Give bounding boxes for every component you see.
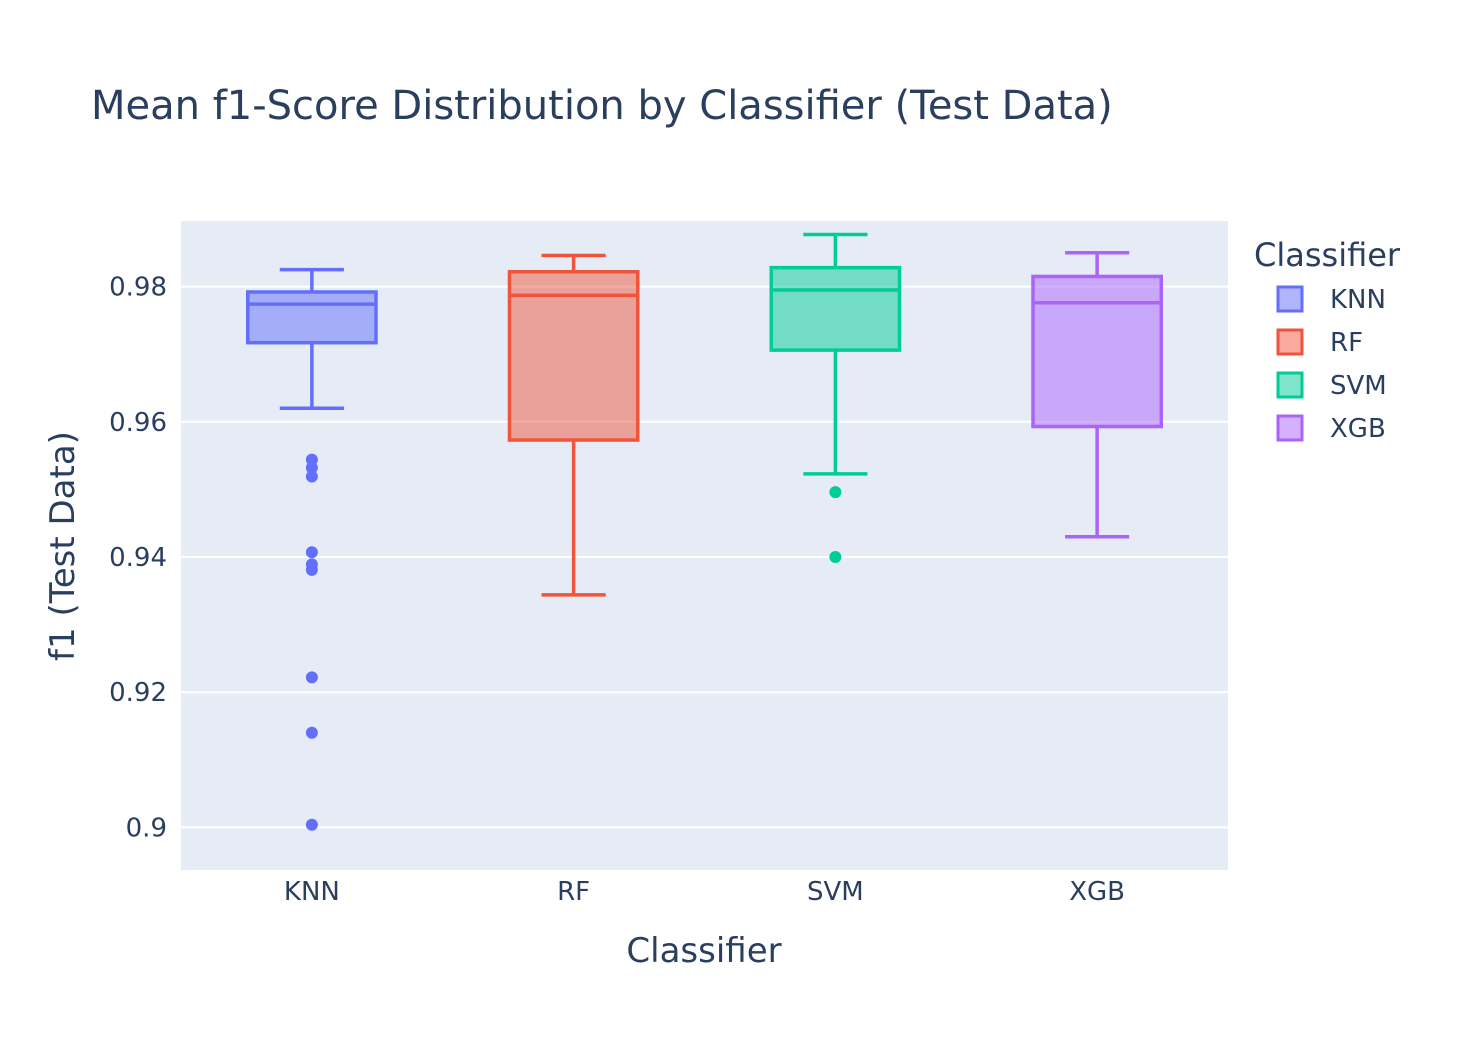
box-trace-xgb bbox=[1031, 251, 1164, 539]
box-trace-svm bbox=[769, 232, 902, 563]
legend-label: KNN bbox=[1330, 285, 1386, 315]
x-tick-label: RF bbox=[557, 877, 590, 907]
y-tick-labels: 0.9 0.92 0.94 0.96 0.98 bbox=[109, 273, 167, 844]
y-tick-label: 0.96 bbox=[109, 408, 167, 438]
x-tick-label: SVM bbox=[807, 877, 864, 907]
legend-item-knn: KNN bbox=[1276, 285, 1386, 315]
x-tick-label: XGB bbox=[1069, 877, 1125, 907]
y-tick-label: 0.9 bbox=[126, 813, 167, 843]
y-tick-label: 0.92 bbox=[109, 678, 167, 708]
legend-swatch bbox=[1276, 328, 1304, 356]
legend-item-xgb: XGB bbox=[1276, 414, 1386, 444]
outlier-point bbox=[305, 546, 318, 559]
legend-label: SVM bbox=[1330, 371, 1387, 401]
legend-item-rf: RF bbox=[1276, 328, 1363, 358]
y-axis-title: f1 (Test Data) bbox=[43, 431, 83, 661]
box-iqr bbox=[507, 269, 640, 442]
chart-title: Mean f1-Score Distribution by Classifier… bbox=[91, 83, 1113, 129]
outlier-point bbox=[829, 486, 842, 499]
outlier-point bbox=[305, 563, 318, 576]
legend-swatch bbox=[1276, 371, 1304, 399]
box-traces bbox=[245, 232, 1164, 831]
box-iqr bbox=[1031, 274, 1164, 429]
legend-label: RF bbox=[1330, 328, 1363, 358]
legend-swatch bbox=[1276, 285, 1304, 313]
x-tick-labels: KNN RF SVM XGB bbox=[284, 877, 1125, 907]
x-tick-label: KNN bbox=[284, 877, 340, 907]
box-trace-rf bbox=[507, 253, 640, 597]
box-iqr bbox=[769, 265, 902, 352]
box-iqr bbox=[245, 290, 378, 345]
x-axis-title: Classifier bbox=[626, 931, 781, 971]
legend-swatch bbox=[1276, 414, 1304, 442]
outlier-point bbox=[305, 726, 318, 739]
outlier-point bbox=[305, 461, 318, 474]
y-tick-label: 0.98 bbox=[109, 273, 167, 303]
outlier-point bbox=[305, 470, 318, 483]
legend-title: Classifier bbox=[1254, 236, 1401, 274]
legend-label: XGB bbox=[1330, 414, 1386, 444]
legend-item-svm: SVM bbox=[1276, 371, 1387, 401]
outlier-point bbox=[305, 671, 318, 684]
outlier-point bbox=[829, 550, 842, 563]
legend-items: KNN RF SVM XGB bbox=[1276, 285, 1387, 444]
y-tick-label: 0.94 bbox=[109, 543, 167, 573]
outlier-point bbox=[305, 818, 318, 831]
legend: Classifier KNN RF SVM XGB bbox=[1254, 236, 1401, 444]
box-trace-knn bbox=[245, 267, 378, 831]
